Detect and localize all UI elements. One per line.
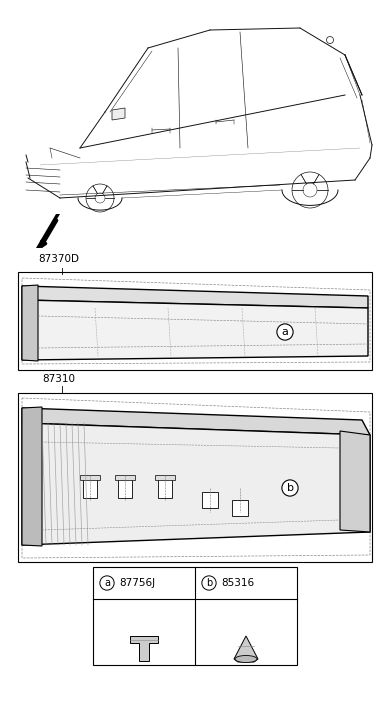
Bar [232,500,248,516]
Text: a: a [104,578,110,588]
Polygon shape [22,300,368,360]
Polygon shape [22,286,368,308]
Bar [158,478,172,498]
Polygon shape [22,398,370,558]
Bar [83,478,97,498]
Polygon shape [22,407,42,546]
Text: 87370D: 87370D [38,254,79,264]
Polygon shape [22,285,38,361]
Bar [155,475,175,480]
Bar [118,478,132,498]
Text: 85316: 85316 [221,578,254,588]
Text: b: b [206,578,212,588]
Bar [93,567,297,665]
Polygon shape [112,108,125,120]
Polygon shape [36,214,60,248]
Polygon shape [22,423,370,545]
Text: 87756J: 87756J [119,578,155,588]
Text: b: b [286,483,293,493]
Polygon shape [340,431,370,532]
Polygon shape [234,636,258,662]
Ellipse shape [235,656,257,662]
Polygon shape [22,278,370,364]
Bar [18,393,372,562]
Polygon shape [22,408,370,435]
Polygon shape [130,636,158,661]
Text: 87310: 87310 [42,374,75,384]
Bar [202,492,218,508]
Bar [80,475,100,480]
Bar [18,272,372,370]
Text: a: a [282,327,288,337]
Bar [115,475,135,480]
